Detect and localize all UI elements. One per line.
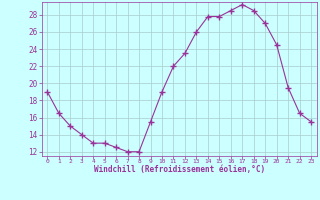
- X-axis label: Windchill (Refroidissement éolien,°C): Windchill (Refroidissement éolien,°C): [94, 165, 265, 174]
